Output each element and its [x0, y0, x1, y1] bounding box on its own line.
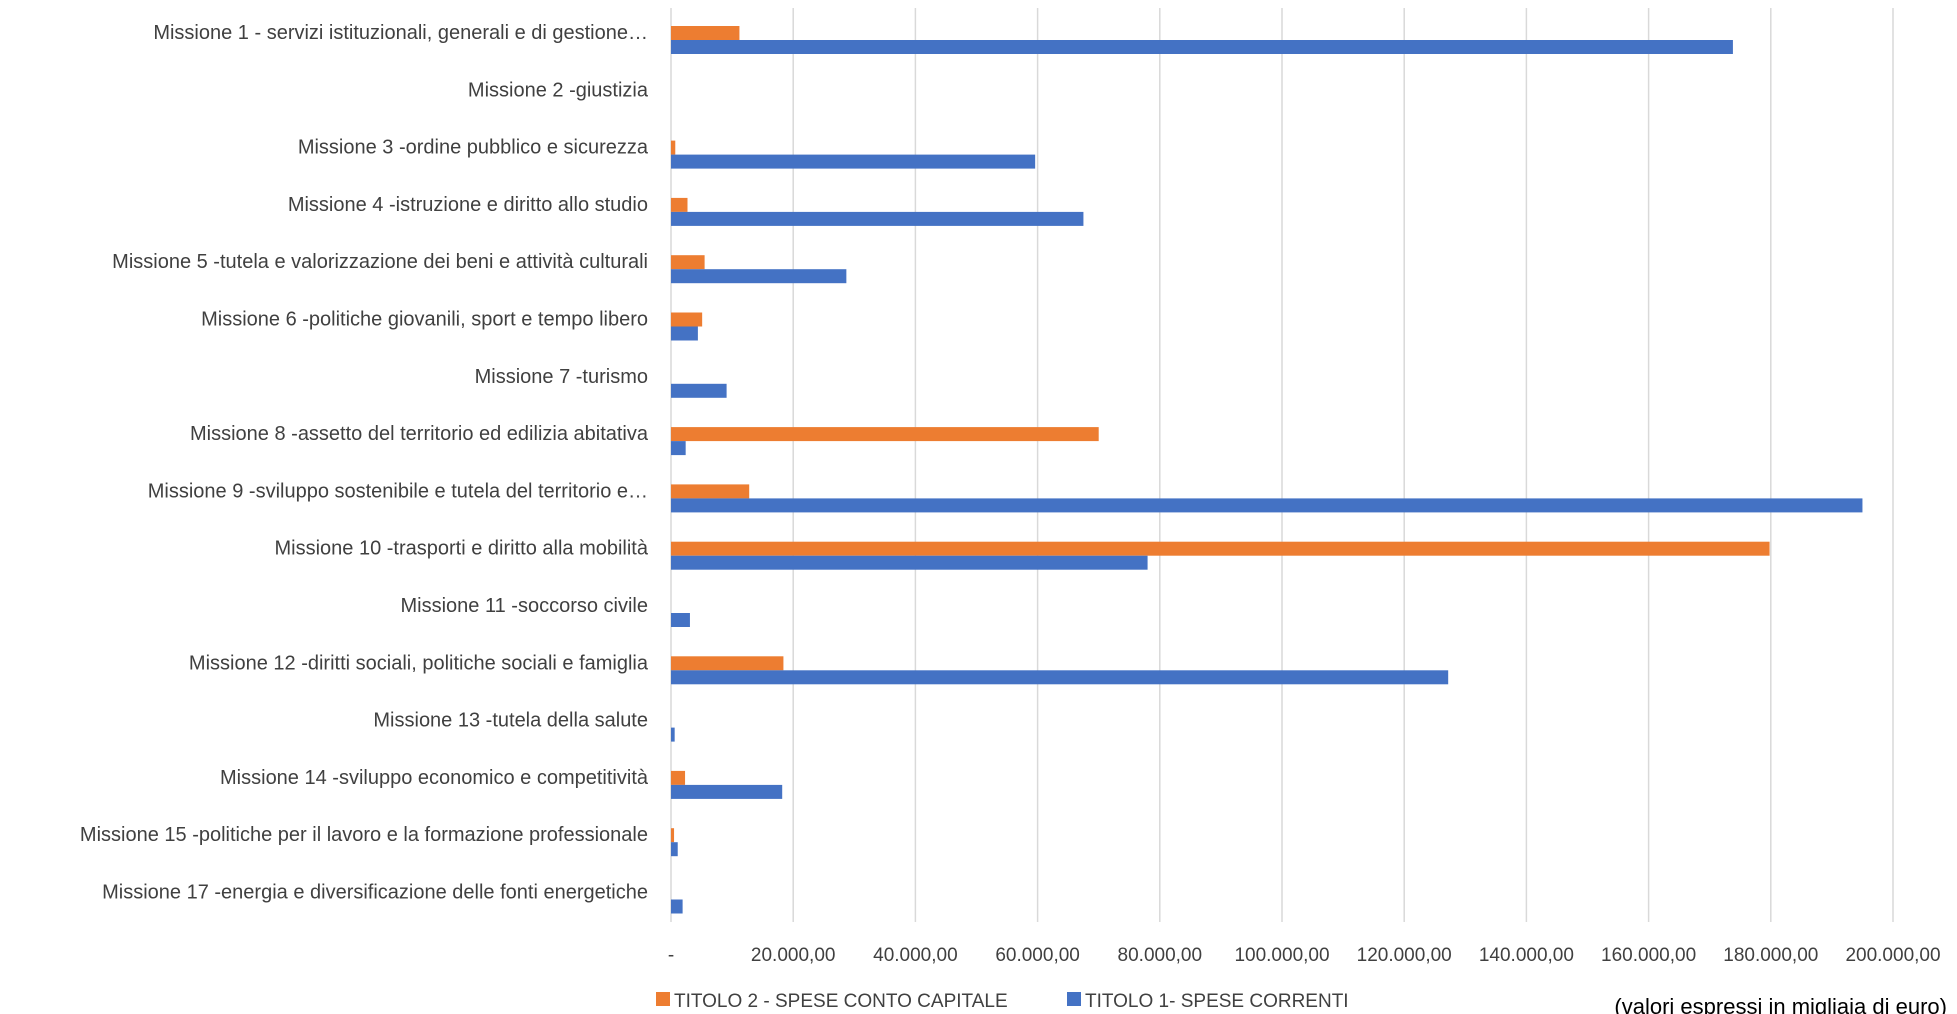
- category-label: Missione 4 -istruzione e diritto allo st…: [288, 194, 648, 216]
- x-tick-label: 180.000,00: [1723, 945, 1818, 966]
- bar-capital: [671, 312, 703, 327]
- category-label: Missione 7 -turismo: [475, 366, 648, 388]
- category-label: Missione 10 -trasporti e diritto alla mo…: [275, 538, 649, 560]
- bar-capital: [671, 770, 686, 785]
- bar-capital: [671, 197, 688, 212]
- category-labels: Missione 1 - servizi istituzionali, gene…: [80, 22, 649, 904]
- bar-current: [671, 269, 847, 284]
- bar-current: [671, 613, 690, 627]
- legend-label-capital: TITOLO 2 - SPESE CONTO CAPITALE: [674, 991, 1008, 1012]
- legend-swatch-current: [1067, 992, 1081, 1006]
- x-tick-label: 20.000,00: [751, 945, 836, 966]
- legend-swatch-capital: [656, 992, 670, 1006]
- bar-current: [671, 555, 1148, 570]
- bar-current: [671, 498, 1863, 513]
- category-label: Missione 5 -tutela e valorizzazione dei …: [112, 251, 648, 273]
- legend: TITOLO 2 - SPESE CONTO CAPITALE TITOLO 1…: [656, 991, 1349, 1012]
- category-label: Missione 1 - servizi istituzionali, gene…: [153, 22, 648, 44]
- x-tick-label: 40.000,00: [873, 945, 958, 966]
- bar-capital: [671, 427, 1099, 442]
- bar-current: [671, 326, 698, 341]
- legend-label-current: TITOLO 1- SPESE CORRENTI: [1085, 991, 1349, 1012]
- bar-current: [671, 670, 1449, 685]
- x-tick-label: 120.000,00: [1357, 945, 1452, 966]
- bar-current: [671, 211, 1084, 226]
- bar-current: [671, 154, 1036, 169]
- units-note: (valori espressi in migliaia di euro): [1614, 994, 1947, 1014]
- grid-lines: [670, 8, 1894, 922]
- x-tick-label: 80.000,00: [1118, 945, 1203, 966]
- category-label: Missione 15 -politiche per il lavoro e l…: [80, 824, 648, 846]
- x-tick-label: 160.000,00: [1601, 945, 1696, 966]
- x-tick-label: -: [668, 945, 674, 966]
- bar-current: [671, 40, 1733, 54]
- category-label: Missione 11 -soccorso civile: [401, 595, 649, 617]
- x-axis-tick-labels: - 20.000,00 40.000,00 60.000,00 80.000,00 100…: [668, 945, 1941, 966]
- bar-capital: [671, 541, 1770, 556]
- bar-capital: [671, 484, 750, 499]
- category-label: Missione 12 -diritti sociali, politiche …: [189, 652, 649, 674]
- category-label: Missione 3 -ordine pubblico e sicurezza: [298, 137, 649, 159]
- x-tick-label: 140.000,00: [1479, 945, 1574, 966]
- x-tick-label: 60.000,00: [995, 945, 1080, 966]
- bar-capital: [671, 828, 675, 843]
- bar-current: [671, 842, 678, 857]
- bar-capital: [671, 26, 740, 40]
- category-label: Missione 9 -sviluppo sostenibile e tutel…: [148, 480, 648, 502]
- x-tick-label: 200.000,00: [1845, 945, 1940, 966]
- bars: [671, 26, 1863, 914]
- bar-current: [671, 899, 683, 914]
- bar-current: [671, 727, 675, 742]
- bar-current: [671, 784, 783, 799]
- bar-capital: [671, 255, 705, 270]
- category-label: Missione 8 -assetto del territorio ed ed…: [190, 423, 649, 445]
- bar-capital: [671, 140, 676, 155]
- category-label: Missione 14 -sviluppo economico e compet…: [220, 767, 649, 789]
- bar-current: [671, 441, 686, 456]
- category-label: Missione 6 -politiche giovanili, sport e…: [201, 309, 648, 331]
- bar-capital: [671, 656, 784, 671]
- category-label: Missione 13 -tutela della salute: [373, 710, 648, 732]
- category-label: Missione 2 -giustizia: [468, 79, 649, 101]
- x-tick-label: 100.000,00: [1234, 945, 1329, 966]
- category-label: Missione 17 -energia e diversificazione …: [102, 882, 648, 904]
- bar-current: [671, 383, 727, 398]
